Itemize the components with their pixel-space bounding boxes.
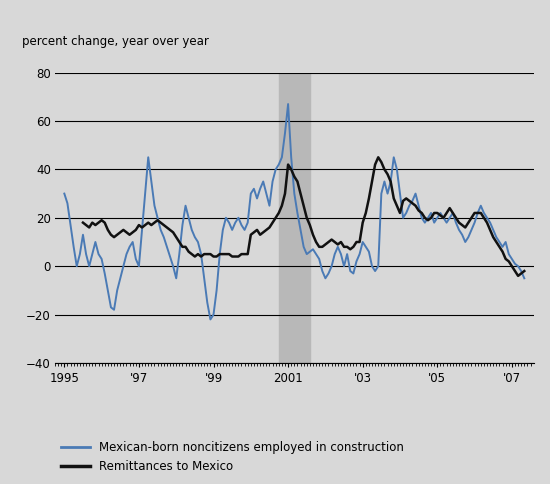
Mexican-born noncitizens employed in construction	[61, 191, 68, 197]
Mexican-born noncitizens employed in construction	[285, 101, 292, 107]
Legend: Mexican-born noncitizens employed in construction, Remittances to Mexico: Mexican-born noncitizens employed in con…	[61, 441, 404, 473]
Mexican-born noncitizens employed in construction	[521, 275, 527, 281]
Remittances to Mexico	[515, 273, 521, 279]
Remittances to Mexico	[195, 251, 201, 257]
Mexican-born noncitizens employed in construction	[266, 203, 273, 209]
Line: Mexican-born noncitizens employed in construction: Mexican-born noncitizens employed in con…	[64, 104, 524, 319]
Remittances to Mexico	[260, 229, 267, 235]
Mexican-born noncitizens employed in construction	[368, 263, 375, 269]
Bar	[279, 73, 310, 363]
Remittances to Mexico	[95, 220, 102, 226]
Remittances to Mexico	[117, 229, 124, 235]
Mexican-born noncitizens employed in construction	[173, 275, 179, 281]
Remittances to Mexico	[276, 210, 282, 216]
Mexican-born noncitizens employed in construction	[207, 317, 214, 322]
Remittances to Mexico	[229, 254, 235, 259]
Line: Remittances to Mexico: Remittances to Mexico	[83, 157, 524, 276]
Remittances to Mexico	[375, 154, 382, 160]
Remittances to Mexico	[80, 220, 86, 226]
Mexican-born noncitizens employed in construction	[170, 263, 177, 269]
Mexican-born noncitizens employed in construction	[142, 191, 148, 197]
Text: percent change, year over year: percent change, year over year	[22, 35, 209, 48]
Mexican-born noncitizens employed in construction	[120, 263, 127, 269]
Remittances to Mexico	[521, 268, 527, 274]
